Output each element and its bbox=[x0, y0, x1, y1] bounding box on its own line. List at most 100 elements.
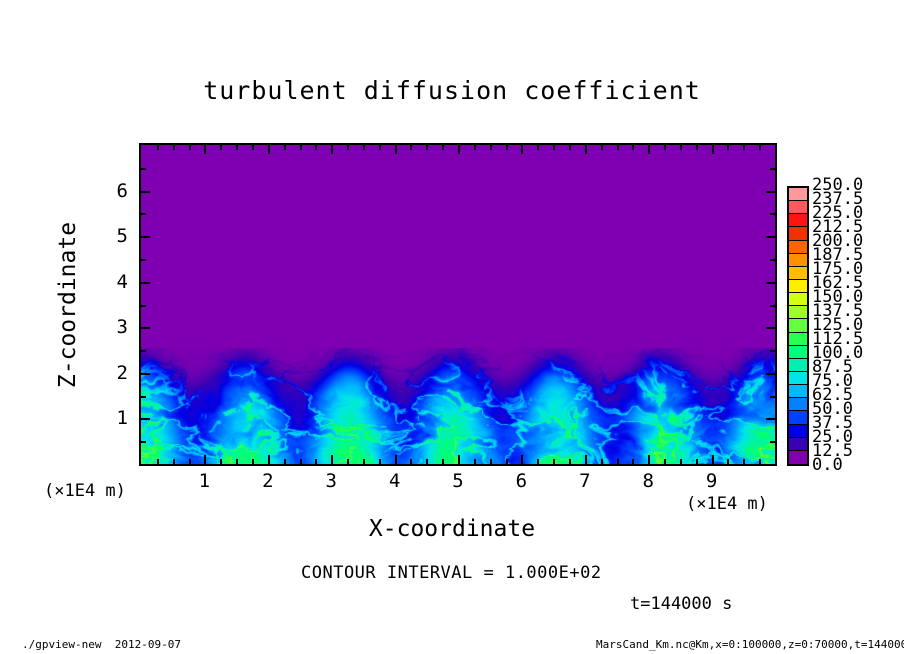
colorbar-band bbox=[789, 385, 807, 399]
y-axis-title: Z-coordinate bbox=[55, 221, 81, 389]
x-minor-tick bbox=[474, 459, 476, 464]
x-minor-tick bbox=[537, 459, 539, 464]
colorbar bbox=[787, 186, 809, 466]
y-minor-tick bbox=[141, 168, 146, 170]
x-top-tick bbox=[331, 145, 333, 154]
colorbar-label: 250.0 bbox=[812, 175, 864, 195]
contour-interval-label: CONTOUR INTERVAL = 1.000E+02 bbox=[301, 563, 602, 583]
colorbar-label: 162.5 bbox=[812, 273, 864, 293]
x-minor-tick bbox=[553, 459, 555, 464]
colorbar-label: 62.5 bbox=[812, 385, 853, 405]
colorbar-band bbox=[789, 293, 807, 307]
colorbar-label: 150.0 bbox=[812, 287, 864, 307]
y-tick-label: 3 bbox=[116, 316, 128, 339]
x-minor-tick bbox=[569, 459, 571, 464]
x-top-tick bbox=[173, 145, 175, 150]
y-tick-label: 2 bbox=[116, 361, 128, 384]
x-top-tick bbox=[537, 145, 539, 150]
x-top-tick bbox=[395, 145, 397, 154]
x-minor-tick bbox=[410, 459, 412, 464]
y-right-tick bbox=[766, 373, 775, 375]
x-top-tick bbox=[727, 145, 729, 150]
colorbar-label: 200.0 bbox=[812, 231, 864, 251]
x-minor-tick bbox=[379, 459, 381, 464]
y-minor-tick bbox=[141, 213, 146, 215]
colorbar-band bbox=[789, 253, 807, 267]
x-minor-tick bbox=[220, 459, 222, 464]
x-top-tick bbox=[300, 145, 302, 150]
y-tick-label: 4 bbox=[116, 270, 128, 293]
y-right-tick bbox=[770, 305, 775, 307]
colorbar-band bbox=[789, 437, 807, 451]
y-major-tick bbox=[141, 418, 150, 420]
x-top-tick bbox=[664, 145, 666, 150]
colorbar-label: 25.0 bbox=[812, 427, 853, 447]
x-top-tick bbox=[521, 145, 523, 154]
y-tick-label: 1 bbox=[116, 407, 128, 430]
y-right-tick bbox=[766, 282, 775, 284]
colorbar-band bbox=[789, 358, 807, 372]
x-tick-label: 1 bbox=[198, 470, 211, 492]
colorbar-band bbox=[789, 450, 807, 464]
colorbar-label: 175.0 bbox=[812, 259, 864, 279]
x-tick-label: 4 bbox=[388, 470, 401, 492]
x-minor-tick bbox=[617, 459, 619, 464]
y-right-tick bbox=[770, 213, 775, 215]
x-top-tick bbox=[743, 145, 745, 150]
x-major-tick bbox=[395, 455, 397, 464]
x-top-tick bbox=[363, 145, 365, 150]
colorbar-band bbox=[789, 188, 807, 202]
x-top-tick bbox=[553, 145, 555, 150]
x-major-tick bbox=[458, 455, 460, 464]
x-top-tick bbox=[712, 145, 714, 154]
x-minor-tick bbox=[743, 459, 745, 464]
colorbar-band bbox=[789, 201, 807, 215]
x-top-tick bbox=[236, 145, 238, 150]
x-tick-label: 6 bbox=[515, 470, 528, 492]
x-top-tick bbox=[220, 145, 222, 150]
x-minor-tick bbox=[664, 459, 666, 464]
x-minor-tick bbox=[601, 459, 603, 464]
colorbar-band bbox=[789, 240, 807, 254]
x-minor-tick bbox=[506, 459, 508, 464]
colorbar-band bbox=[789, 332, 807, 346]
colorbar-label: 87.5 bbox=[812, 357, 853, 377]
x-minor-tick bbox=[759, 459, 761, 464]
y-major-tick bbox=[141, 327, 150, 329]
colorbar-band bbox=[789, 280, 807, 294]
x-top-tick bbox=[252, 145, 254, 150]
y-minor-tick bbox=[141, 259, 146, 261]
colorbar-label: 37.5 bbox=[812, 413, 853, 433]
colorbar-band bbox=[789, 345, 807, 359]
x-tick-label: 8 bbox=[642, 470, 654, 492]
x-tick-label: 5 bbox=[452, 470, 464, 492]
y-right-tick bbox=[766, 236, 775, 238]
x-top-tick bbox=[585, 145, 587, 154]
x-top-tick bbox=[632, 145, 634, 150]
y-minor-tick bbox=[141, 441, 146, 443]
x-top-tick bbox=[442, 145, 444, 150]
x-top-tick bbox=[458, 145, 460, 154]
x-tick-label: 7 bbox=[579, 470, 591, 492]
x-minor-tick bbox=[347, 459, 349, 464]
y-tick-label: 5 bbox=[116, 225, 128, 248]
y-minor-tick bbox=[141, 396, 146, 398]
x-minor-tick bbox=[284, 459, 286, 464]
y-right-tick bbox=[770, 168, 775, 170]
x-top-tick bbox=[696, 145, 698, 150]
x-top-tick bbox=[648, 145, 650, 154]
colorbar-label: 187.5 bbox=[812, 245, 864, 265]
colorbar-band bbox=[789, 411, 807, 425]
colorbar-band bbox=[789, 424, 807, 438]
y-right-tick bbox=[770, 350, 775, 352]
colorbar-label: 125.0 bbox=[812, 315, 864, 335]
x-minor-tick bbox=[680, 459, 682, 464]
colorbar-label: 0.0 bbox=[812, 455, 843, 475]
y-right-tick bbox=[766, 418, 775, 420]
x-minor-tick bbox=[236, 459, 238, 464]
y-right-tick bbox=[770, 441, 775, 443]
x-major-tick bbox=[331, 455, 333, 464]
y-minor-tick bbox=[141, 350, 146, 352]
colorbar-label: 100.0 bbox=[812, 343, 864, 363]
x-minor-tick bbox=[632, 459, 634, 464]
